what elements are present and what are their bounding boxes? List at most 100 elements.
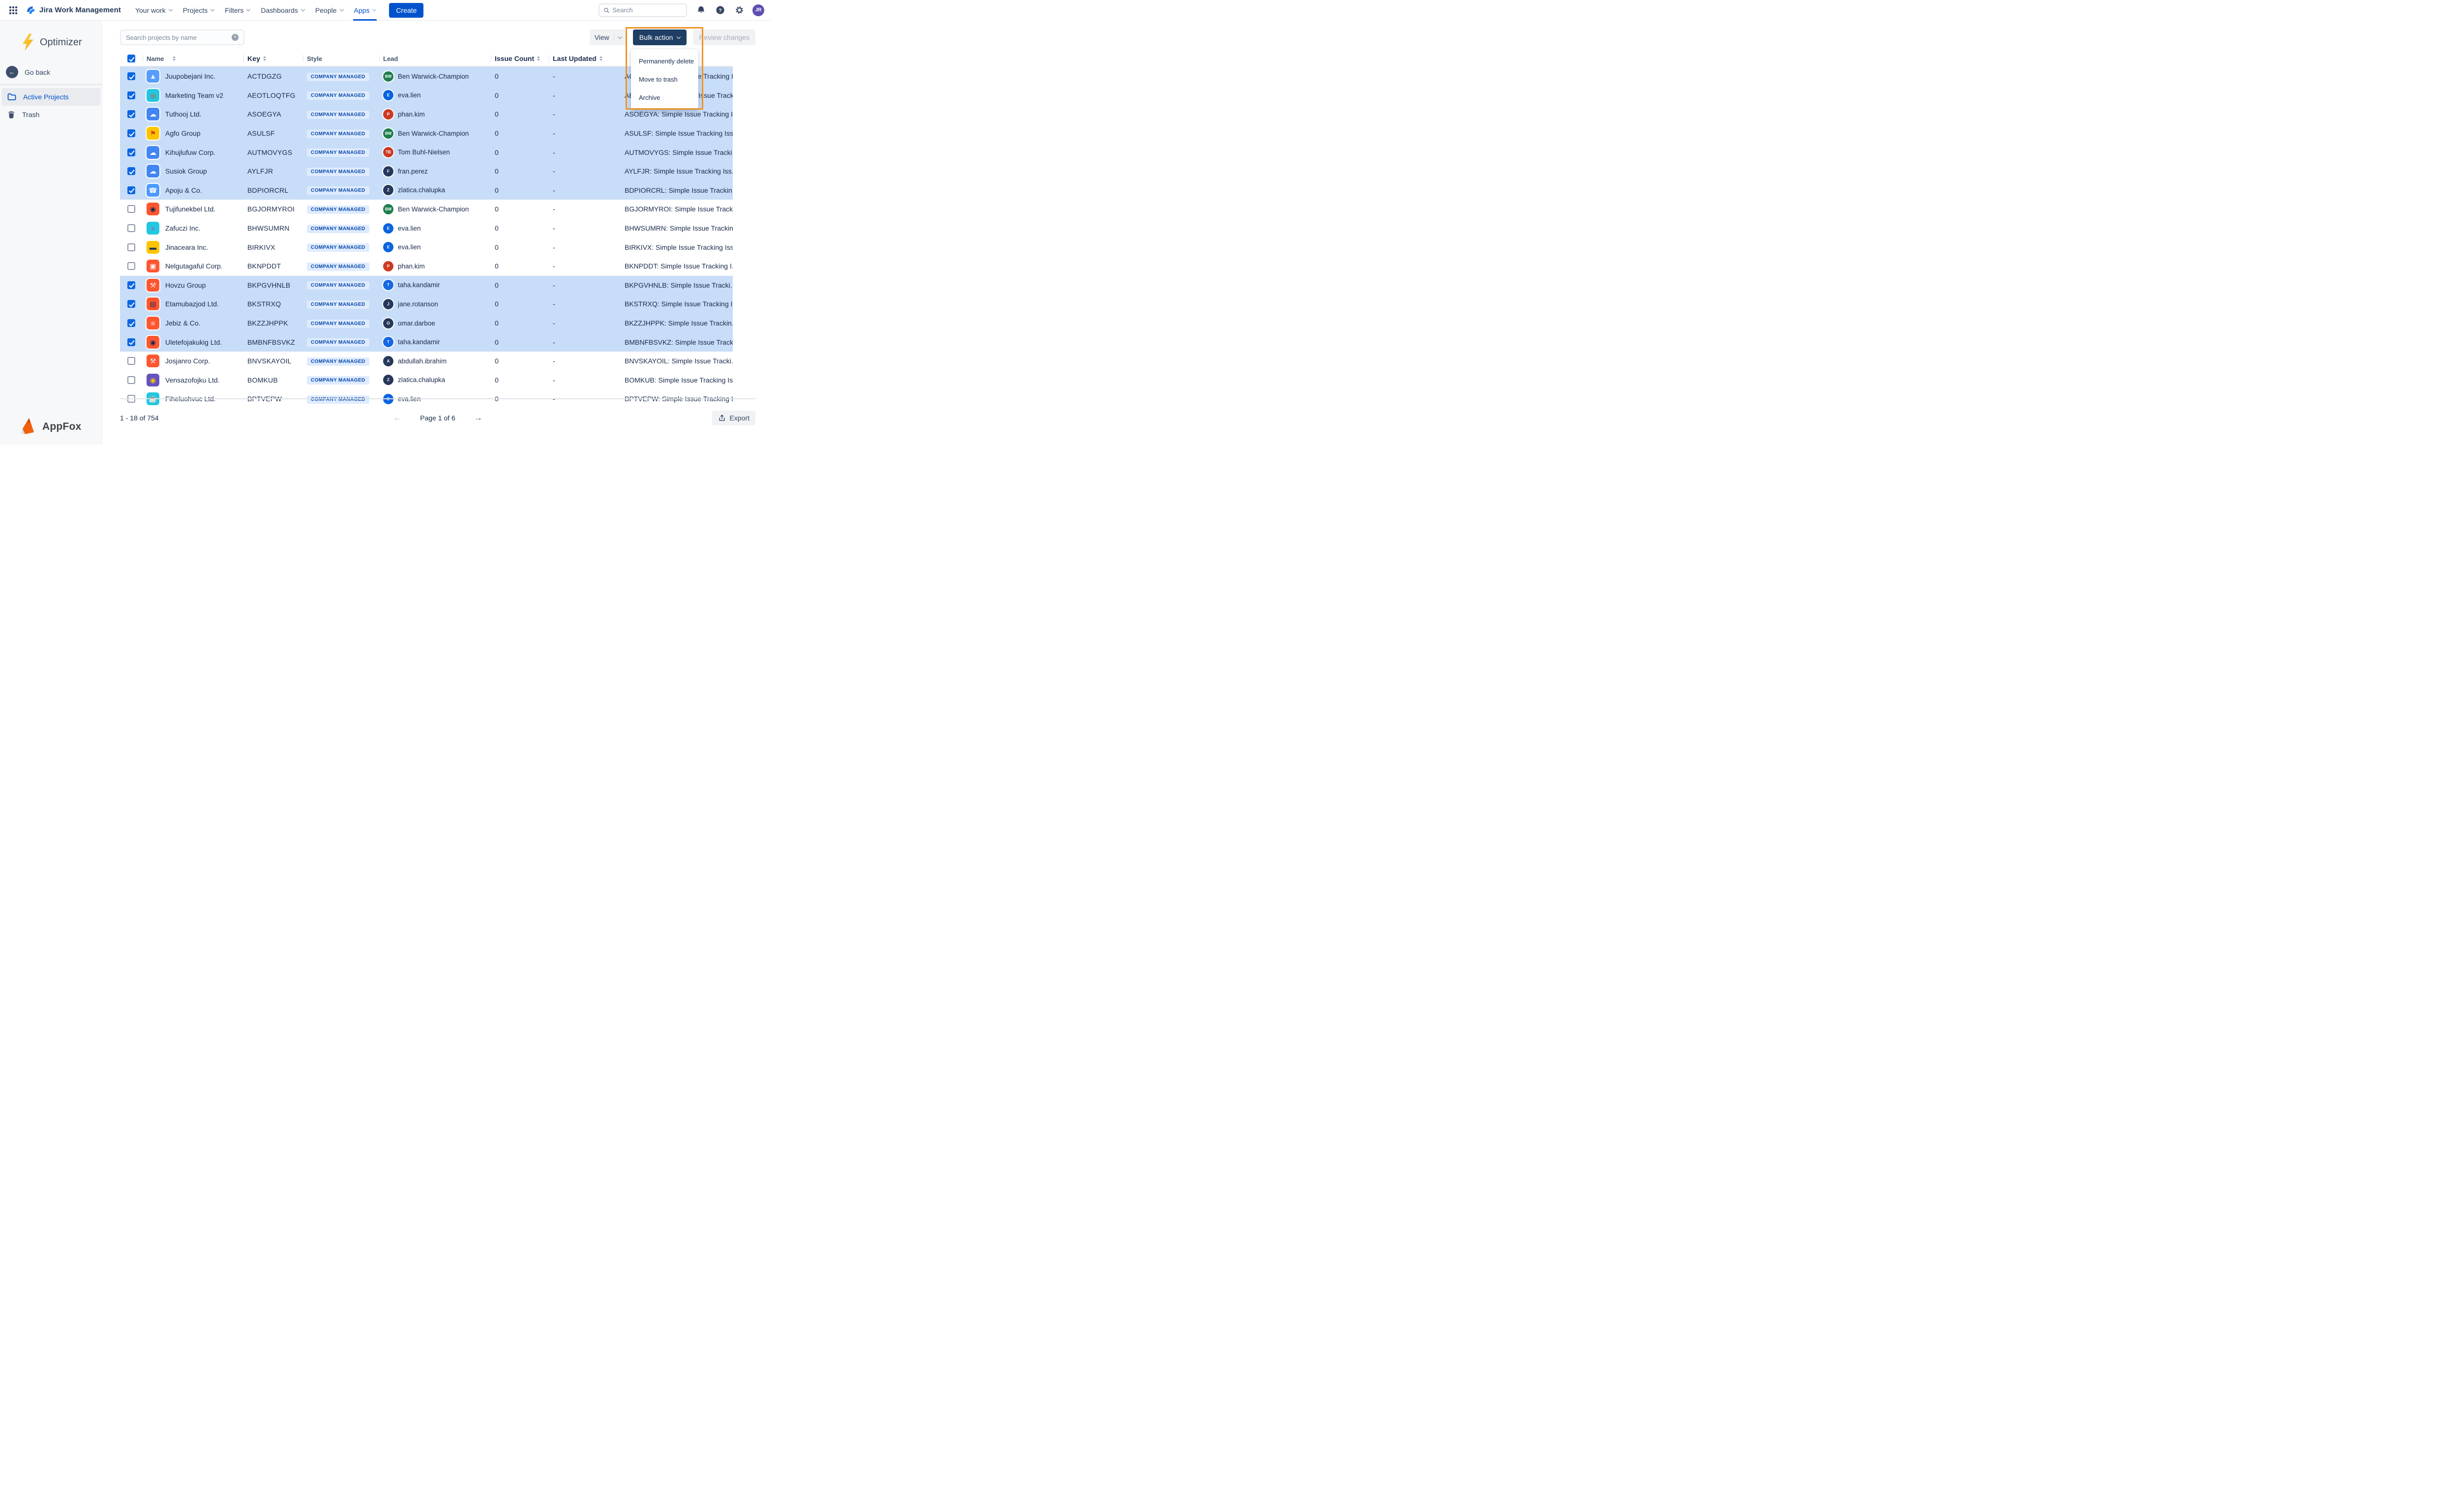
- table-row[interactable]: ▤ Etamubazjod Ltd. BKSTRXQ COMPANY MANAG…: [120, 295, 733, 314]
- issue-count: 0: [495, 262, 499, 270]
- notifications-bell-icon[interactable]: [695, 4, 707, 16]
- issue-count: 0: [495, 300, 499, 308]
- select-all-checkbox[interactable]: [127, 55, 135, 62]
- column-header-key[interactable]: Key: [243, 55, 303, 62]
- project-name: Susiok Group: [165, 167, 207, 176]
- row-checkbox[interactable]: [127, 148, 135, 156]
- global-search-input[interactable]: [612, 6, 682, 14]
- user-avatar[interactable]: JR: [752, 4, 764, 16]
- sort-icon: [599, 56, 602, 61]
- export-icon: [719, 415, 725, 421]
- project-avatar-icon: ≡: [147, 317, 159, 330]
- global-search[interactable]: [599, 3, 687, 17]
- help-icon[interactable]: ?: [714, 4, 726, 16]
- review-changes-button[interactable]: Review changes: [693, 30, 755, 45]
- last-updated: -: [553, 338, 555, 346]
- nav-your-work[interactable]: Your work: [130, 0, 178, 21]
- app-switcher-icon[interactable]: [7, 4, 20, 17]
- table-row[interactable]: ◉ Uletefojakukig Ltd. BMBNFBSVKZ COMPANY…: [120, 332, 733, 352]
- project-description: AUTMOVYGS: Simple Issue Tracki...: [625, 148, 733, 156]
- nav-people[interactable]: People: [310, 0, 349, 21]
- view-button[interactable]: View: [589, 30, 627, 45]
- bulk-menu-item-archive[interactable]: Archive: [639, 94, 660, 101]
- table-row[interactable]: ⚒ Josjanro Corp. BNVSKAYOIL COMPANY MANA…: [120, 351, 733, 371]
- bulk-action-button[interactable]: Bulk action: [632, 30, 687, 45]
- next-page-arrow[interactable]: →: [474, 413, 482, 422]
- nav-dashboards[interactable]: Dashboards: [255, 0, 310, 21]
- project-name: Hovzu Group: [165, 281, 206, 289]
- table-row[interactable]: ☁ Susiok Group AYLFJR COMPANY MANAGED F …: [120, 161, 733, 181]
- prev-page-arrow[interactable]: ←: [393, 413, 402, 422]
- lead-avatar: E: [383, 242, 393, 253]
- nav-filters[interactable]: Filters: [219, 0, 255, 21]
- project-search-input[interactable]: [126, 33, 228, 41]
- row-checkbox[interactable]: [127, 376, 135, 384]
- row-checkbox[interactable]: [127, 243, 135, 251]
- nav-projects[interactable]: Projects: [178, 0, 220, 21]
- table-row[interactable]: ● Zafuczi Inc. BHWSUMRN COMPANY MANAGED …: [120, 218, 733, 238]
- chevron-down-icon: [339, 7, 344, 12]
- issue-count: 0: [495, 338, 499, 346]
- table-row[interactable]: ◎ Marketing Team v2 AEOTLOQTFG COMPANY M…: [120, 86, 733, 105]
- table-row[interactable]: ☁ Tuthooj Ltd. ASOEGYA COMPANY MANAGED P…: [120, 105, 733, 124]
- table-row[interactable]: ◉ Tujifunekbel Ltd. BGJORMYROI COMPANY M…: [120, 200, 733, 219]
- brand[interactable]: Jira Work Management: [26, 5, 121, 15]
- export-button[interactable]: Export: [712, 411, 755, 425]
- style-badge: COMPANY MANAGED: [307, 395, 369, 404]
- column-header-name[interactable]: Name: [143, 55, 243, 62]
- sidebar-divider: [0, 84, 102, 85]
- sidebar-item-trash[interactable]: Trash: [1, 106, 100, 123]
- appfox-brand: AppFox: [19, 417, 81, 437]
- appfox-label: AppFox: [42, 421, 82, 432]
- bulk-menu-item-move-to-trash[interactable]: Move to trash: [639, 76, 678, 83]
- table-row[interactable]: ◉ Vensazofojku Ltd. BOMKUB COMPANY MANAG…: [120, 370, 733, 390]
- grid-icon: [9, 6, 17, 14]
- project-description: BKPGVHNLB: Simple Issue Tracki...: [625, 281, 733, 289]
- table-row[interactable]: ▣ Nelgutagaful Corp. BKNPDDT COMPANY MAN…: [120, 256, 733, 276]
- row-checkbox[interactable]: [127, 357, 135, 365]
- row-checkbox[interactable]: [127, 186, 135, 194]
- project-search[interactable]: ×: [120, 30, 244, 45]
- last-updated: -: [553, 110, 555, 119]
- table-row[interactable]: ▬ Jinaceara Inc. BIRKIVX COMPANY MANAGED…: [120, 237, 733, 257]
- row-checkbox[interactable]: [127, 300, 135, 308]
- column-header-lead: Lead: [379, 55, 491, 62]
- clear-search-icon[interactable]: ×: [232, 34, 239, 41]
- row-checkbox[interactable]: [127, 281, 135, 289]
- row-checkbox[interactable]: [127, 205, 135, 213]
- nav-apps[interactable]: Apps: [349, 0, 382, 21]
- issue-count: 0: [495, 148, 499, 156]
- sidebar-item-active-projects[interactable]: Active Projects: [1, 88, 100, 106]
- row-checkbox[interactable]: [127, 338, 135, 346]
- create-button[interactable]: Create: [389, 2, 424, 18]
- row-checkbox[interactable]: [127, 129, 135, 138]
- table-row[interactable]: ⚑ Agfo Group ASULSF COMPANY MANAGED BW B…: [120, 123, 733, 143]
- row-checkbox[interactable]: [127, 262, 135, 270]
- row-checkbox[interactable]: [127, 167, 135, 176]
- product-title: Jira Work Management: [39, 6, 121, 14]
- project-name: Agfo Group: [165, 129, 201, 138]
- row-checkbox[interactable]: [127, 91, 135, 99]
- table-row[interactable]: ⚒ Hovzu Group BKPGVHNLB COMPANY MANAGED …: [120, 275, 733, 295]
- table-row[interactable]: ≡ Jebiz & Co. BKZZJHPPK COMPANY MANAGED …: [120, 313, 733, 333]
- row-checkbox[interactable]: [127, 319, 135, 327]
- project-name: Vensazofojku Ltd.: [165, 376, 220, 384]
- issue-count: 0: [495, 205, 499, 213]
- style-badge: COMPANY MANAGED: [307, 376, 369, 385]
- project-key: BKSTRXQ: [247, 300, 281, 308]
- row-checkbox[interactable]: [127, 72, 135, 81]
- go-back-button[interactable]: ← Go back: [6, 66, 102, 78]
- project-name: Juupobejani Inc.: [165, 72, 215, 81]
- bulk-menu-item-permanently-delete[interactable]: Permanently delete: [639, 58, 694, 65]
- sort-icon: [263, 56, 267, 61]
- table-row[interactable]: ☎ Apoju & Co. BDPIORCRL COMPANY MANAGED …: [120, 180, 733, 200]
- row-checkbox[interactable]: [127, 110, 135, 119]
- column-header-issue-count[interactable]: Issue Count: [491, 55, 549, 62]
- toolbar-actions: View Bulk action Review changes: [589, 30, 755, 45]
- row-checkbox[interactable]: [127, 224, 135, 233]
- table-row[interactable]: ☁ Kihujlufuw Corp. AUTMOVYGS COMPANY MAN…: [120, 143, 733, 162]
- settings-gear-icon[interactable]: [733, 4, 745, 16]
- last-updated: -: [553, 148, 555, 156]
- column-header-last-updated[interactable]: Last Updated: [549, 55, 621, 62]
- back-arrow-icon: ←: [6, 66, 18, 78]
